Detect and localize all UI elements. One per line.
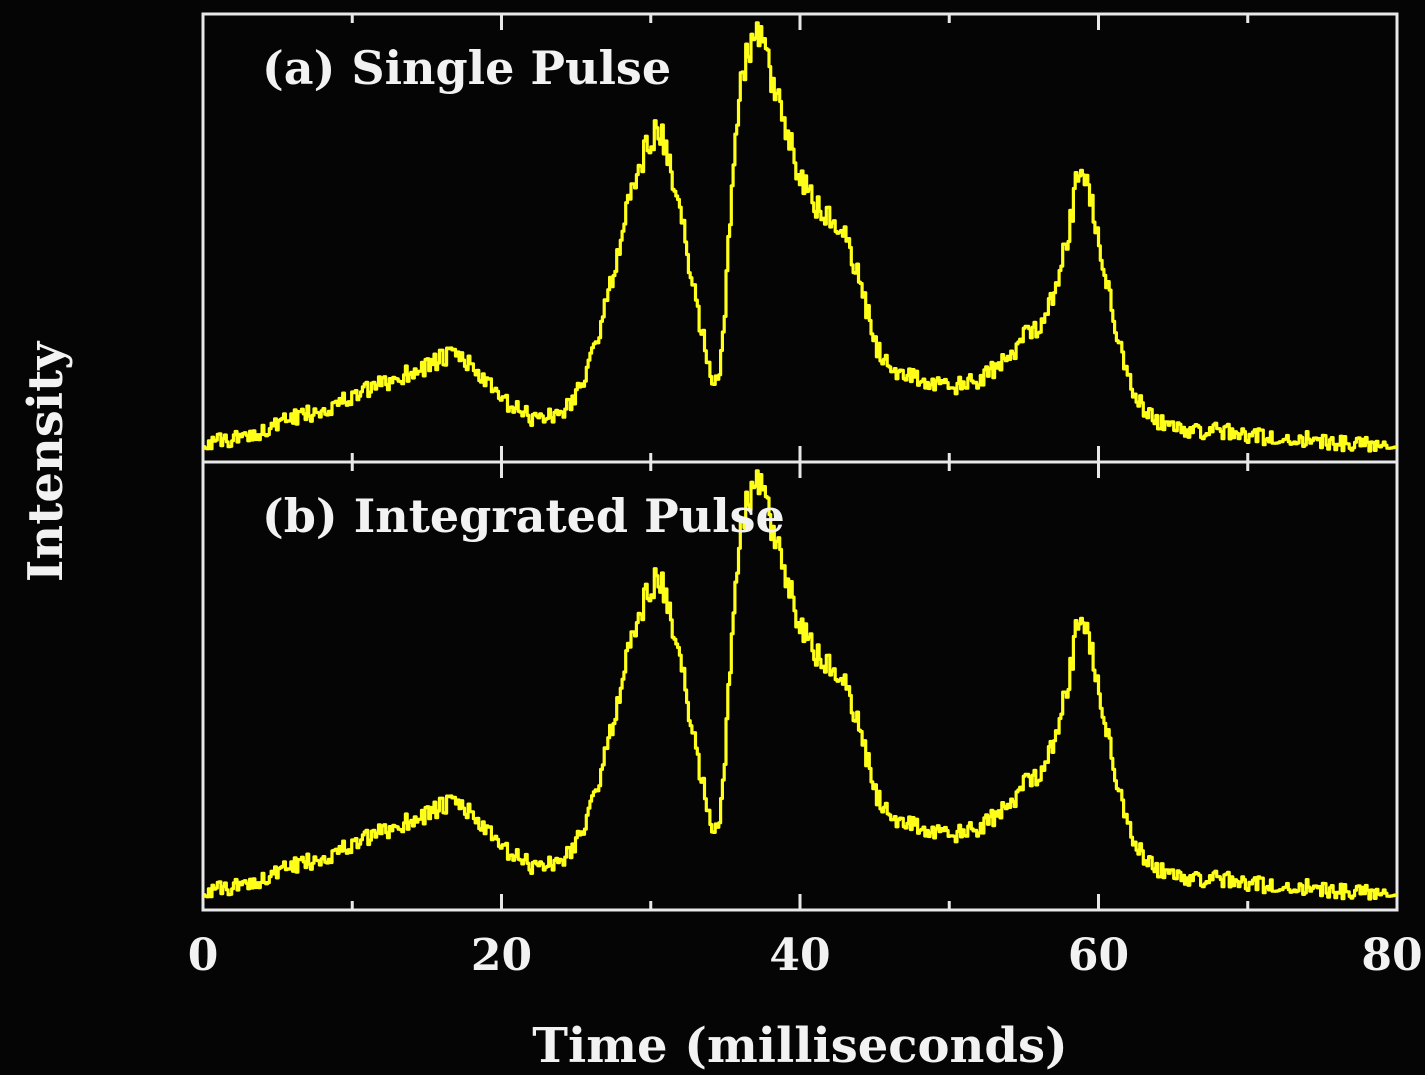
x-axis-label: Time (milliseconds) [532, 1018, 1067, 1074]
x-tick-label-0: 0 [188, 930, 219, 981]
x-tick-label-40: 40 [769, 930, 830, 981]
x-axis-ticks [201, 14, 1399, 910]
x-tick-label-20: 20 [471, 930, 532, 981]
x-tick-label-80: 80 [1361, 930, 1422, 981]
series-line-panel-b [203, 469, 1398, 901]
panel-a-title: (a) Single Pulse [262, 41, 671, 95]
x-tick-label-60: 60 [1068, 930, 1129, 981]
y-axis-label: Intensity [18, 340, 74, 582]
series-line-panel-a [203, 21, 1398, 453]
panel-b-title: (b) Integrated Pulse [262, 489, 785, 543]
traces [203, 21, 1398, 901]
